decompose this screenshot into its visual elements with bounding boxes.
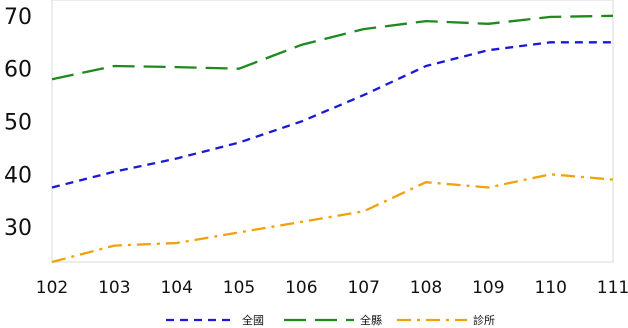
y-axis-ticks: 30 40 50 60 70: [4, 5, 32, 241]
plot-area-border: [51, 0, 614, 263]
x-tick-label: 103: [98, 278, 130, 298]
x-tick-label: 107: [347, 278, 379, 298]
y-tick-label: 40: [4, 163, 32, 188]
x-tick-label: 111: [597, 278, 628, 298]
x-tick-label: 110: [534, 278, 566, 298]
y-tick-label: 50: [4, 110, 32, 135]
x-axis-ticks: 102 103 104 105 106 107 108 109 110 111: [36, 278, 628, 298]
y-tick-label: 70: [4, 5, 32, 30]
x-tick-label: 108: [410, 278, 442, 298]
x-tick-label: 104: [160, 278, 192, 298]
legend: 全國 全縣 診所: [166, 313, 495, 327]
series-line-全縣: [51, 14, 614, 81]
series-line-全國: [51, 41, 613, 189]
y-tick-label: 30: [4, 216, 32, 241]
series-line-診所: [51, 173, 614, 264]
x-tick-label: 106: [285, 278, 317, 298]
y-tick-label: 60: [4, 58, 32, 83]
series-layer: [51, 14, 614, 264]
x-tick-label: 102: [36, 278, 68, 298]
legend-label: 全國: [242, 313, 264, 327]
legend-label: 診所: [473, 313, 495, 327]
x-tick-label: 109: [472, 278, 504, 298]
x-tick-label: 105: [223, 278, 255, 298]
legend-label: 全縣: [360, 313, 382, 327]
